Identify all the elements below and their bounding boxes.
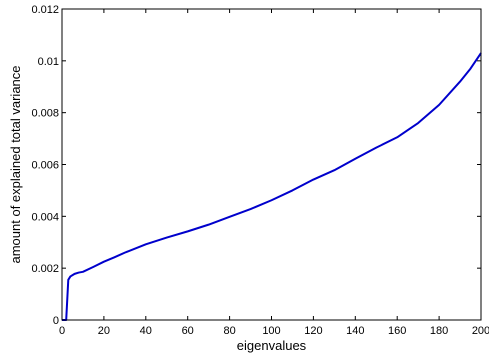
y-tick-label: 0.012 <box>31 4 59 16</box>
x-tick-label: 60 <box>182 325 194 337</box>
x-tick-label: 80 <box>223 325 235 337</box>
x-tick-label: 200 <box>472 325 489 337</box>
y-tick-label: 0.01 <box>38 56 59 68</box>
y-tick-label: 0 <box>53 315 59 327</box>
x-tick-label: 100 <box>262 325 280 337</box>
x-axis-label: eigenvalues <box>237 338 307 353</box>
y-tick-labels: 0 0.002 0.004 0.006 0.008 0.01 0.012 <box>31 4 59 327</box>
x-tick-label: 40 <box>140 325 152 337</box>
y-tick-label: 0.004 <box>31 211 59 223</box>
x-tick-label: 0 <box>59 325 65 337</box>
series-line <box>62 52 482 321</box>
x-tick-label: 140 <box>346 325 364 337</box>
y-tick-label: 0.002 <box>31 263 59 275</box>
x-tick-labels: 0 20 40 60 80 100 120 140 160 180 200 <box>59 325 489 337</box>
x-tick-label: 120 <box>304 325 322 337</box>
plot-frame <box>61 8 482 321</box>
y-axis-label: amount of explained total variance <box>8 65 23 263</box>
x-tick-label: 20 <box>98 325 110 337</box>
x-tick-label: 180 <box>430 325 448 337</box>
x-tick-label: 160 <box>388 325 406 337</box>
y-tick-label: 0.006 <box>31 160 59 172</box>
y-tick-label: 0.008 <box>31 108 59 120</box>
axis-ticks <box>61 8 482 321</box>
